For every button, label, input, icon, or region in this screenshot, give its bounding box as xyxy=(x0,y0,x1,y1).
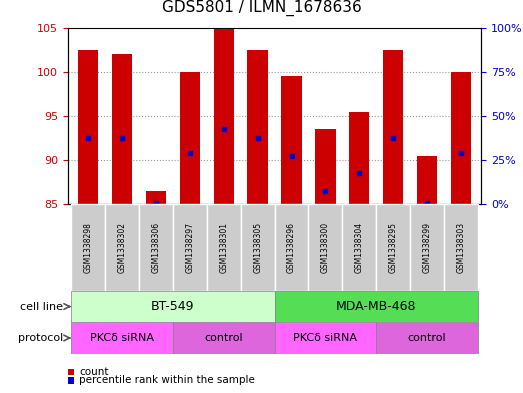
Bar xyxy=(275,322,376,354)
Text: protocol: protocol xyxy=(17,333,63,343)
Bar xyxy=(417,156,437,204)
Text: GSM1338301: GSM1338301 xyxy=(219,222,228,273)
Bar xyxy=(309,204,343,291)
Bar xyxy=(343,204,376,291)
Text: GSM1338306: GSM1338306 xyxy=(152,222,161,273)
Bar xyxy=(410,204,444,291)
Text: PKCδ siRNA: PKCδ siRNA xyxy=(293,333,357,343)
Bar xyxy=(173,204,207,291)
Text: GSM1338300: GSM1338300 xyxy=(321,222,330,273)
Text: BT-549: BT-549 xyxy=(151,300,195,313)
Bar xyxy=(71,322,173,354)
Bar xyxy=(444,204,478,291)
Bar xyxy=(376,204,410,291)
Bar xyxy=(207,204,241,291)
Bar xyxy=(112,54,132,204)
Text: percentile rank within the sample: percentile rank within the sample xyxy=(79,375,255,386)
Bar xyxy=(275,291,478,322)
Text: control: control xyxy=(407,333,446,343)
Text: MDA-MB-468: MDA-MB-468 xyxy=(336,300,416,313)
Text: GSM1338303: GSM1338303 xyxy=(457,222,465,273)
Bar xyxy=(349,112,369,204)
Text: GSM1338298: GSM1338298 xyxy=(84,222,93,273)
Text: GSM1338304: GSM1338304 xyxy=(355,222,363,273)
Bar xyxy=(247,50,268,204)
Bar xyxy=(139,204,173,291)
Text: GSM1338305: GSM1338305 xyxy=(253,222,262,273)
Bar xyxy=(315,129,336,204)
Text: PKCδ siRNA: PKCδ siRNA xyxy=(90,333,154,343)
Text: GDS5801 / ILMN_1678636: GDS5801 / ILMN_1678636 xyxy=(162,0,361,16)
Text: GSM1338295: GSM1338295 xyxy=(389,222,397,273)
Bar xyxy=(376,322,478,354)
Bar xyxy=(71,291,275,322)
Bar xyxy=(281,76,302,204)
Text: cell line: cell line xyxy=(20,301,63,312)
Bar xyxy=(78,50,98,204)
Text: control: control xyxy=(204,333,243,343)
Bar xyxy=(451,72,471,204)
Bar xyxy=(71,204,105,291)
Bar xyxy=(275,204,309,291)
Bar xyxy=(173,322,275,354)
Text: GSM1338297: GSM1338297 xyxy=(186,222,195,273)
Text: GSM1338302: GSM1338302 xyxy=(118,222,127,273)
Bar xyxy=(180,72,200,204)
Bar xyxy=(241,204,275,291)
Bar xyxy=(105,204,139,291)
Text: GSM1338299: GSM1338299 xyxy=(423,222,431,273)
Bar xyxy=(383,50,403,204)
Bar xyxy=(213,28,234,204)
Text: GSM1338296: GSM1338296 xyxy=(287,222,296,273)
Text: count: count xyxy=(79,367,109,377)
Bar xyxy=(146,191,166,204)
